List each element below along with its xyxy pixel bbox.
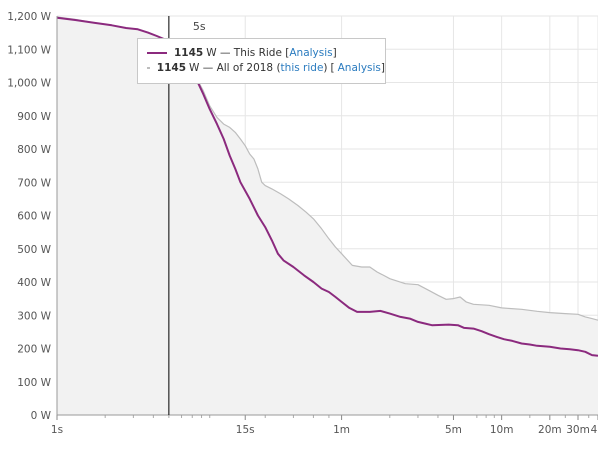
this-ride-analysis-link[interactable]: Analysis [289,46,333,59]
cursor-label: 5s [193,20,206,33]
axes [56,16,598,420]
this-ride-value: 1145 [174,46,204,59]
x-tick-label: 20m [538,424,562,436]
x-tick-label: 5m [445,424,462,436]
y-tick-label: 700 W [17,177,51,189]
y-tick-label: 600 W [17,211,51,223]
all-2018-mid: ) [323,61,328,74]
y-tick-label: 1,000 W [7,78,51,90]
y-tick-label: 100 W [17,377,51,389]
all-2018-swatch [147,66,150,69]
x-tick-label: 10m [490,424,514,436]
all-2018-area [57,17,598,415]
y-tick-label: 0 W [31,410,52,422]
legend-row-all-2018: 1145 W — All of 2018 (this ride)[Analysi… [138,60,385,75]
x-axis-tick-labels: 1s 15s 1m 5m 10m 20m 30m 4 [51,424,598,436]
y-axis-tick-labels: 0 W 100 W 200 W 300 W 400 W 500 W 600 W 700 W 80… [7,11,51,422]
y-tick-label: 500 W [17,244,51,256]
y-tick-label: 400 W [17,277,51,289]
this-ride-link[interactable]: this ride [280,61,324,74]
this-ride-swatch [147,51,167,54]
x-tick-label: 4 [591,424,598,436]
y-tick-label: 200 W [17,344,51,356]
series-area-layer [57,17,598,415]
y-tick-label: 1,100 W [7,44,51,56]
legend-row-this-ride: 1145 W — This Ride [Analysis] [138,45,385,60]
this-ride-end: ] [332,46,337,59]
x-tick-label: 15s [236,424,255,436]
y-tick-label: 1,200 W [7,11,51,23]
x-tick-label: 1m [333,424,350,436]
this-ride-text: W — This Ride [ [206,46,290,59]
legend-tooltip: 1145 W — This Ride [Analysis] 1145 W — A… [137,38,386,84]
y-tick-label: 800 W [17,144,51,156]
y-tick-label: 900 W [17,111,51,123]
all-2018-value: 1145 [156,61,187,74]
y-tick-label: 300 W [17,310,51,322]
x-tick-label: 30m [566,424,590,436]
x-tick-label: 1s [51,424,63,436]
all-2018-text: W — All of 2018 ( [189,61,281,74]
all-2018-analysis-link[interactable]: Analysis [337,61,381,74]
